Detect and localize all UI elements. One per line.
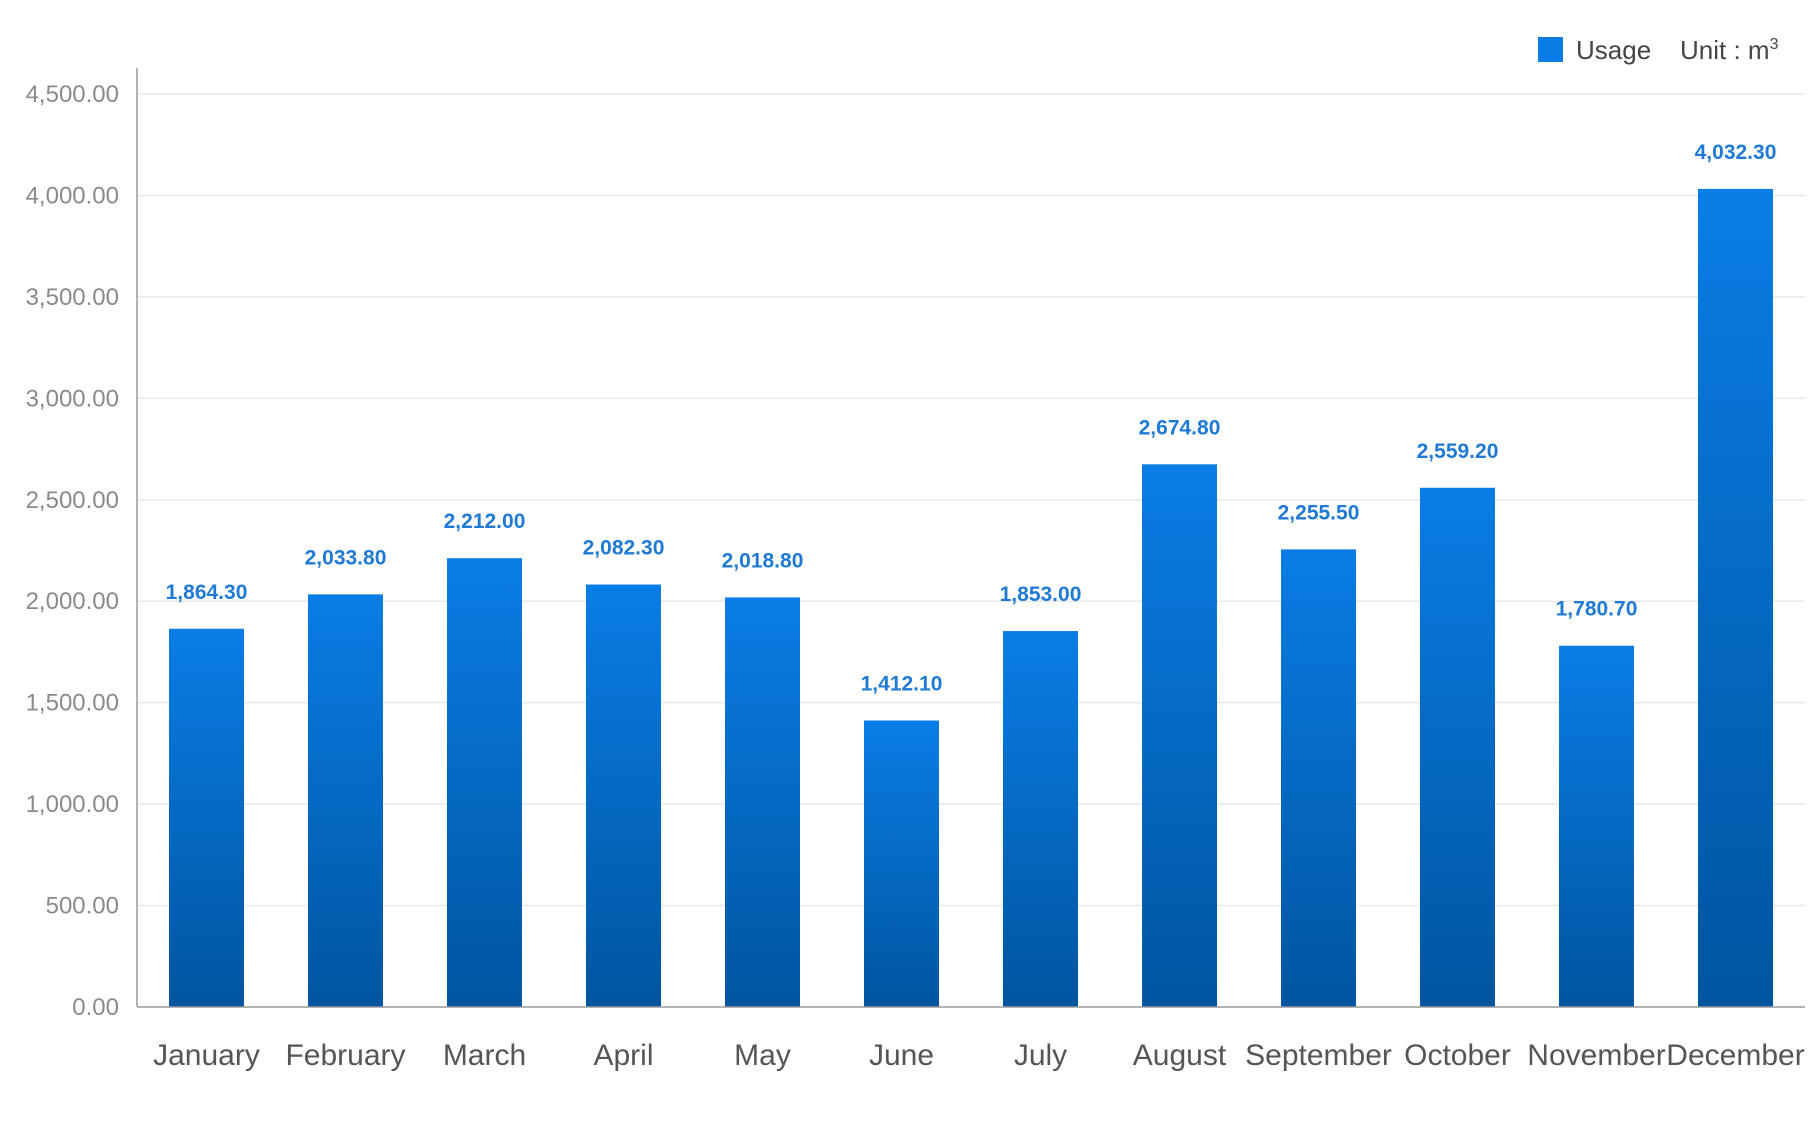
x-tick-label-february: February [285, 1039, 405, 1072]
data-label-may: 2,018.80 [722, 549, 804, 572]
bar-december[interactable] [1698, 188, 1773, 1008]
bar-july[interactable] [1003, 631, 1078, 1007]
data-label-june: 1,412.10 [861, 673, 943, 696]
bar-march[interactable] [447, 558, 522, 1007]
data-label-july: 1,853.00 [1000, 583, 1082, 606]
x-tick-label-july: July [1014, 1039, 1067, 1072]
data-labels: 1,864.30 2,033.80 2,212.00 2,082.30 2,018.80… [166, 141, 1777, 696]
data-label-september: 2,255.50 [1278, 501, 1360, 524]
x-tick-label-october: October [1404, 1039, 1511, 1072]
legend-swatch-usage [1538, 37, 1563, 62]
y-tick-label: 3,500.00 [26, 284, 119, 311]
x-tick-label-august: August [1133, 1039, 1227, 1072]
grid-lines [137, 93, 1805, 907]
legend: Usage Unit : m3 [1538, 35, 1779, 65]
data-label-november: 1,780.70 [1556, 598, 1638, 621]
y-tick-label: 2,500.00 [26, 487, 119, 514]
bar-october[interactable] [1420, 487, 1495, 1008]
bar-february[interactable] [308, 594, 383, 1007]
bar-august[interactable] [1142, 464, 1217, 1007]
x-tick-label-january: January [153, 1039, 260, 1072]
y-tick-label: 0.00 [72, 994, 119, 1021]
bar-may[interactable] [725, 597, 800, 1007]
y-tick-label: 4,500.00 [26, 81, 119, 108]
legend-label-usage: Usage [1576, 35, 1651, 65]
data-label-august: 2,674.80 [1139, 416, 1221, 439]
axes [136, 68, 1805, 1008]
unit-prefix: Unit : m [1680, 35, 1770, 65]
data-label-october: 2,559.20 [1417, 440, 1499, 463]
x-tick-label-june: June [869, 1039, 934, 1072]
data-label-december: 4,032.30 [1695, 141, 1777, 164]
x-tick-label-march: March [443, 1039, 526, 1072]
x-axis-ticks: January February March April May June July Augu… [153, 1039, 1805, 1072]
x-tick-label-december: December [1666, 1039, 1804, 1072]
bar-april[interactable] [586, 584, 661, 1007]
x-tick-label-september: September [1245, 1039, 1392, 1072]
bar-november[interactable] [1559, 645, 1634, 1007]
data-label-february: 2,033.80 [305, 546, 387, 569]
x-tick-label-may: May [734, 1039, 791, 1072]
y-tick-label: 4,000.00 [26, 182, 119, 209]
bar-january[interactable] [169, 628, 244, 1007]
y-tick-label: 3,000.00 [26, 385, 119, 412]
unit-superscript: 3 [1770, 36, 1779, 53]
y-tick-label: 2,000.00 [26, 588, 119, 615]
x-tick-label-april: April [593, 1039, 653, 1072]
bar-september[interactable] [1281, 549, 1356, 1007]
data-label-april: 2,082.30 [583, 537, 665, 560]
y-tick-label: 1,500.00 [26, 690, 119, 717]
bars [169, 188, 1773, 1008]
y-tick-label: 1,000.00 [26, 791, 119, 818]
bar-june[interactable] [864, 720, 939, 1007]
y-axis-ticks: 0.00 500.00 1,000.00 1,500.00 2,000.00 2,500.… [26, 81, 119, 1021]
data-label-january: 1,864.30 [166, 581, 248, 604]
y-tick-label: 500.00 [46, 893, 119, 920]
x-tick-label-november: November [1527, 1039, 1665, 1072]
unit-label: Unit : m3 [1680, 35, 1779, 65]
data-label-march: 2,212.00 [444, 510, 526, 533]
